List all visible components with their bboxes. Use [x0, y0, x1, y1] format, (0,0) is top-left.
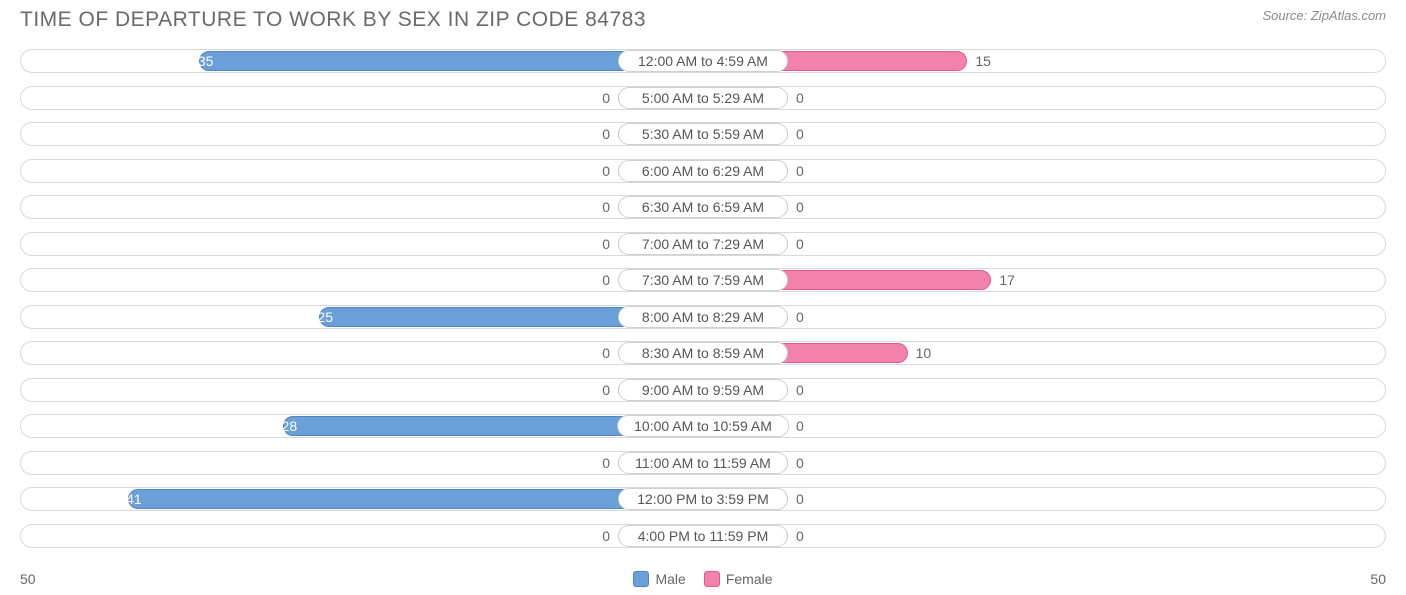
legend-label-male: Male — [655, 571, 685, 587]
legend-item-female: Female — [704, 571, 773, 587]
value-female: 0 — [796, 455, 804, 471]
value-female: 0 — [796, 163, 804, 179]
row-category-label: 8:00 AM to 8:29 AM — [618, 306, 788, 328]
value-male: 0 — [602, 382, 610, 398]
row-category-label: 6:30 AM to 6:59 AM — [618, 196, 788, 218]
row-category-label: 6:00 AM to 6:29 AM — [618, 160, 788, 182]
bar-row: 8:30 AM to 8:59 AM 0 10 — [20, 336, 1386, 370]
row-category-label: 8:30 AM to 8:59 AM — [618, 342, 788, 364]
chart-title: TIME OF DEPARTURE TO WORK BY SEX IN ZIP … — [20, 8, 646, 32]
value-female: 0 — [796, 491, 804, 507]
legend: Male Female — [633, 571, 772, 587]
value-female: 0 — [796, 236, 804, 252]
bar-row: 6:00 AM to 6:29 AM 0 0 — [20, 154, 1386, 188]
value-female: 0 — [796, 309, 804, 325]
row-category-label: 5:30 AM to 5:59 AM — [618, 123, 788, 145]
bar-row: 7:00 AM to 7:29 AM 0 0 — [20, 227, 1386, 261]
chart-area: 12:00 AM to 4:59 AM 35 15 5:00 AM to 5:29 A… — [0, 44, 1406, 553]
bar-row: 10:00 AM to 10:59 AM 28 0 — [20, 409, 1386, 443]
value-male: 28 — [282, 418, 298, 434]
value-male: 0 — [602, 528, 610, 544]
bar-row: 11:00 AM to 11:59 AM 0 0 — [20, 446, 1386, 480]
value-male: 0 — [602, 272, 610, 288]
legend-item-male: Male — [633, 571, 685, 587]
row-category-label: 12:00 PM to 3:59 PM — [618, 488, 788, 510]
row-category-label: 5:00 AM to 5:29 AM — [618, 87, 788, 109]
value-female: 0 — [796, 528, 804, 544]
bar-row: 8:00 AM to 8:29 AM 25 0 — [20, 300, 1386, 334]
row-category-label: 10:00 AM to 10:59 AM — [617, 415, 789, 437]
value-female: 0 — [796, 382, 804, 398]
value-male: 0 — [602, 126, 610, 142]
row-category-label: 7:00 AM to 7:29 AM — [618, 233, 788, 255]
bar-row: 12:00 PM to 3:59 PM 41 0 — [20, 482, 1386, 516]
bar-row: 9:00 AM to 9:59 AM 0 0 — [20, 373, 1386, 407]
axis-left-max: 50 — [20, 571, 36, 587]
bar-row: 12:00 AM to 4:59 AM 35 15 — [20, 44, 1386, 78]
value-female: 0 — [796, 418, 804, 434]
row-category-label: 9:00 AM to 9:59 AM — [618, 379, 788, 401]
value-female: 0 — [796, 199, 804, 215]
value-female: 0 — [796, 126, 804, 142]
chart-source: Source: ZipAtlas.com — [1262, 8, 1386, 23]
row-category-label: 12:00 AM to 4:59 AM — [618, 50, 788, 72]
value-female: 10 — [916, 345, 932, 361]
chart-footer: 50 Male Female 50 — [20, 571, 1386, 587]
legend-swatch-male — [633, 571, 649, 587]
value-male: 41 — [126, 491, 142, 507]
bar-row: 4:00 PM to 11:59 PM 0 0 — [20, 519, 1386, 553]
value-male: 35 — [198, 53, 214, 69]
row-category-label: 7:30 AM to 7:59 AM — [618, 269, 788, 291]
axis-right-max: 50 — [1370, 571, 1386, 587]
legend-label-female: Female — [726, 571, 773, 587]
bar-male — [128, 489, 703, 509]
row-category-label: 4:00 PM to 11:59 PM — [618, 525, 788, 547]
bar-row: 7:30 AM to 7:59 AM 0 17 — [20, 263, 1386, 297]
bar-row: 5:00 AM to 5:29 AM 0 0 — [20, 81, 1386, 115]
row-category-label: 11:00 AM to 11:59 AM — [618, 452, 788, 474]
legend-swatch-female — [704, 571, 720, 587]
value-female: 17 — [999, 272, 1015, 288]
value-male: 25 — [317, 309, 333, 325]
bar-row: 6:30 AM to 6:59 AM 0 0 — [20, 190, 1386, 224]
value-male: 0 — [602, 345, 610, 361]
value-male: 0 — [602, 236, 610, 252]
value-male: 0 — [602, 90, 610, 106]
value-male: 0 — [602, 455, 610, 471]
chart-header: TIME OF DEPARTURE TO WORK BY SEX IN ZIP … — [0, 0, 1406, 44]
value-male: 0 — [602, 199, 610, 215]
value-female: 0 — [796, 90, 804, 106]
bar-row: 5:30 AM to 5:59 AM 0 0 — [20, 117, 1386, 151]
value-female: 15 — [975, 53, 991, 69]
value-male: 0 — [602, 163, 610, 179]
